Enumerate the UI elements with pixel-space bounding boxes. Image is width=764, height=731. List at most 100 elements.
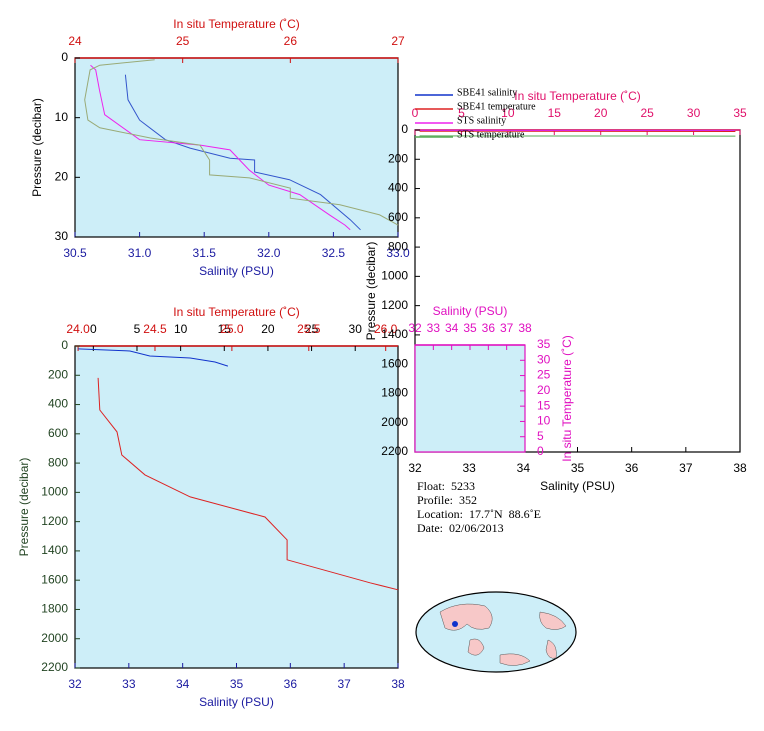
x2-tick-label: 20 bbox=[594, 106, 608, 120]
y-tick-label: 1600 bbox=[41, 572, 68, 586]
y-tick-label: 1400 bbox=[41, 543, 68, 557]
x-tick-label: 36 bbox=[284, 677, 298, 691]
legend-label: SBE41 temperature bbox=[457, 101, 536, 112]
x2-tick-label: 24.5 bbox=[143, 322, 167, 336]
x-tick-label: 31.5 bbox=[193, 246, 217, 260]
x2-axis-label: In situ Temperature (˚C) bbox=[173, 305, 300, 319]
y-tick-label: 1200 bbox=[381, 298, 408, 312]
y-tick-label: 800 bbox=[388, 239, 408, 253]
x2-tick-label: 26 bbox=[284, 34, 298, 48]
x-axis-label: Salinity (PSU) bbox=[199, 264, 274, 278]
x3-tick-label: 25 bbox=[305, 322, 319, 336]
x-tick-label: 34 bbox=[517, 461, 531, 475]
y2-axis-label: In situ Temperature (˚C) bbox=[560, 335, 574, 462]
x-tick-label: 38 bbox=[391, 677, 405, 691]
x2-tick-label: 32 bbox=[408, 321, 422, 335]
x3-tick-label: 10 bbox=[174, 322, 188, 336]
y-tick-label: 2000 bbox=[381, 415, 408, 429]
x-tick-label: 32 bbox=[68, 677, 82, 691]
y-tick-label: 0 bbox=[401, 122, 408, 136]
info-location: Location: 17.7˚N 88.6˚E bbox=[417, 507, 541, 521]
x3-tick-label: 15 bbox=[218, 322, 232, 336]
y-axis-label: Pressure (decibar) bbox=[364, 242, 378, 341]
y-tick-label: 0 bbox=[61, 50, 68, 64]
profile-line bbox=[90, 64, 351, 231]
land bbox=[545, 639, 557, 659]
x2-tick-label: 27 bbox=[391, 34, 405, 48]
y-tick-label: 200 bbox=[388, 151, 408, 165]
info-profile: Profile: 352 bbox=[417, 493, 477, 507]
info-date: Date: 02/06/2013 bbox=[417, 521, 504, 535]
y-tick-label: 10 bbox=[55, 110, 69, 124]
y-tick-label: 200 bbox=[48, 367, 68, 381]
x2-tick-label: 15 bbox=[548, 106, 562, 120]
y-tick-label: 400 bbox=[48, 397, 68, 411]
x2-axis-label: In situ Temperature (˚C) bbox=[173, 17, 300, 31]
y-tick-label: 800 bbox=[48, 455, 68, 469]
x-tick-label: 38 bbox=[733, 461, 747, 475]
legend-label: STS salinity bbox=[457, 115, 506, 126]
x2-tick-label: 5 bbox=[458, 106, 465, 120]
x-axis-label: Salinity (PSU) bbox=[199, 695, 274, 709]
x2-tick-label: 25 bbox=[176, 34, 190, 48]
y2-tick-label: 0 bbox=[537, 444, 544, 458]
x2-tick-label: 25.5 bbox=[297, 322, 321, 336]
x2-tick-label: 0 bbox=[412, 106, 419, 120]
x-tick-label: 35 bbox=[230, 677, 244, 691]
x3-tick-label: 5 bbox=[134, 322, 141, 336]
legend-label: SBE41 salinity bbox=[457, 87, 517, 98]
y-tick-label: 1000 bbox=[381, 269, 408, 283]
y2-tick-label: 10 bbox=[537, 414, 551, 428]
x2-tick-label: 36 bbox=[482, 321, 496, 335]
plot-area bbox=[414, 344, 526, 453]
legend-label: STS temperature bbox=[457, 129, 525, 140]
land bbox=[539, 611, 567, 630]
x-tick-label: 34 bbox=[176, 677, 190, 691]
x2-axis-label: Salinity (PSU) bbox=[433, 304, 508, 318]
x-tick-label: 33 bbox=[462, 461, 476, 475]
x-tick-label: 31.0 bbox=[128, 246, 152, 260]
x2-tick-label: 38 bbox=[518, 321, 532, 335]
y-axis-label: Pressure (decibar) bbox=[17, 458, 31, 557]
y2-tick-label: 20 bbox=[537, 383, 551, 397]
y2-tick-label: 30 bbox=[537, 352, 551, 366]
x-tick-label: 30.5 bbox=[63, 246, 87, 260]
plot-area bbox=[74, 57, 399, 238]
profile-line bbox=[124, 74, 361, 231]
y-axis-label: Pressure (decibar) bbox=[30, 98, 44, 197]
x-axis-label: Salinity (PSU) bbox=[540, 479, 615, 493]
x3-tick-label: 20 bbox=[261, 322, 275, 336]
x2-tick-label: 35 bbox=[463, 321, 477, 335]
profile-line bbox=[84, 59, 399, 226]
globe bbox=[415, 591, 577, 673]
y-tick-label: 1400 bbox=[381, 327, 408, 341]
x-tick-label: 32 bbox=[408, 461, 422, 475]
y2-tick-label: 15 bbox=[537, 398, 551, 412]
y-tick-label: 600 bbox=[48, 426, 68, 440]
x2-tick-label: 26.0 bbox=[374, 322, 398, 336]
y-tick-label: 2000 bbox=[41, 631, 68, 645]
y-tick-label: 20 bbox=[55, 170, 69, 184]
plot-area bbox=[74, 345, 399, 669]
y-tick-label: 2200 bbox=[381, 444, 408, 458]
x-tick-label: 33 bbox=[122, 677, 136, 691]
x-tick-label: 37 bbox=[679, 461, 693, 475]
x2-tick-label: 24.0 bbox=[66, 322, 90, 336]
x3-tick-label: 0 bbox=[90, 322, 97, 336]
x2-axis-label: In situ Temperature (˚C) bbox=[514, 89, 641, 103]
x2-tick-label: 25.0 bbox=[220, 322, 244, 336]
world-map bbox=[415, 591, 577, 673]
x2-tick-label: 35 bbox=[733, 106, 747, 120]
float-location bbox=[452, 621, 458, 627]
x2-tick-label: 24 bbox=[68, 34, 82, 48]
y-tick-label: 0 bbox=[61, 338, 68, 352]
y2-tick-label: 5 bbox=[537, 429, 544, 443]
y-tick-label: 600 bbox=[388, 210, 408, 224]
y-tick-label: 2200 bbox=[41, 660, 68, 674]
y-tick-label: 1800 bbox=[41, 602, 68, 616]
x-tick-label: 32.0 bbox=[257, 246, 281, 260]
x2-tick-label: 30 bbox=[687, 106, 701, 120]
y-tick-label: 1800 bbox=[381, 386, 408, 400]
y-tick-label: 400 bbox=[388, 181, 408, 195]
